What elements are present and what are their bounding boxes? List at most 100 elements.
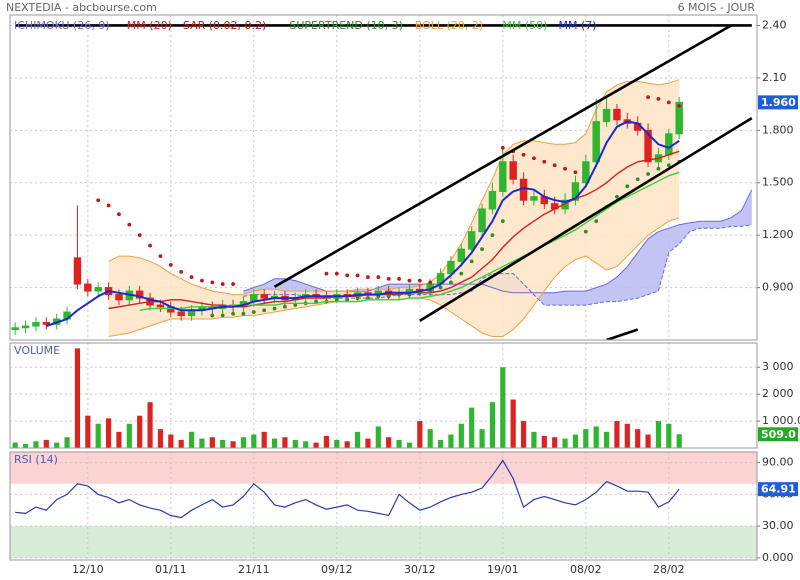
volume-bar <box>43 439 49 448</box>
panel <box>10 452 757 560</box>
indicator-dot <box>210 280 215 285</box>
indicator-dot <box>635 177 640 182</box>
panel <box>10 15 757 340</box>
candle-body <box>665 133 673 156</box>
volume-bar <box>386 437 392 448</box>
volume-bar <box>593 426 599 448</box>
indicator-dot <box>376 275 381 279</box>
indicator-dot <box>521 152 526 157</box>
volume-bar <box>105 418 112 448</box>
indicator-dot <box>542 159 547 164</box>
indicator-dot <box>241 311 246 316</box>
legend-entry: MM (50) <box>502 19 547 32</box>
panel-title: RSI (14) <box>14 453 58 466</box>
candle-body <box>457 248 466 262</box>
volume-bar <box>666 423 672 448</box>
y-tick-label: 1.200 <box>762 228 794 241</box>
volume-bar <box>541 435 547 448</box>
candle-body <box>32 322 40 327</box>
indicator-dot <box>666 163 671 168</box>
volume-bar <box>375 426 381 448</box>
current-value-box <box>758 427 798 442</box>
candle-body <box>478 208 486 233</box>
y-tick-label: 1.800 <box>762 123 794 136</box>
indicator-dot <box>345 297 350 302</box>
candle-body <box>42 322 51 325</box>
volume-bar <box>199 438 205 448</box>
y-tick-label: 0.900 <box>762 281 794 294</box>
indicator-dot <box>397 276 401 281</box>
indicator-dot <box>251 310 256 314</box>
candle-body <box>94 287 102 292</box>
panel-frame <box>9 14 758 341</box>
indicator-dot <box>417 278 422 283</box>
volume-bar <box>520 421 527 448</box>
indicator-dot <box>334 297 339 302</box>
x-tick-label: 12/10 <box>72 563 104 576</box>
moving-average <box>108 150 680 310</box>
volume-bar <box>458 423 464 448</box>
indicator-dot <box>552 163 557 168</box>
indicator-dot <box>532 156 536 161</box>
volume-bar <box>427 429 433 448</box>
volume-bar <box>292 439 298 448</box>
y-tick-label: 2.40 <box>762 18 787 31</box>
x-tick-label: 28/02 <box>653 563 685 576</box>
indicator-dot <box>96 198 101 203</box>
volume-bar <box>479 429 485 448</box>
band-fill <box>108 79 680 337</box>
candle-body <box>592 121 600 163</box>
indicator-dot <box>386 294 391 299</box>
candle-body <box>488 190 497 210</box>
trendline <box>606 328 639 340</box>
volume-bar <box>562 438 568 448</box>
candle-body <box>644 129 652 163</box>
indicator-dot <box>262 308 267 313</box>
indicator-dot <box>210 313 215 318</box>
volume-bar <box>271 438 278 448</box>
candle-body <box>21 325 30 329</box>
volume-bar <box>85 415 91 448</box>
candle-body <box>467 231 476 250</box>
y-tick-label: 2.10 <box>762 71 787 84</box>
volume-bar <box>365 438 371 448</box>
candle-body <box>571 182 580 201</box>
x-tick-label: 01/11 <box>155 563 187 576</box>
legend-entry: MM (7) <box>559 19 597 32</box>
volume-bar <box>603 431 610 448</box>
indicator-dot <box>459 271 464 276</box>
indicator-dot <box>594 219 599 224</box>
current-value-label: 509.0 <box>761 428 796 441</box>
indicator-dot <box>646 172 650 176</box>
volume-bar <box>64 437 70 448</box>
volume-bar <box>676 434 682 448</box>
indicator-dot <box>563 166 567 171</box>
chart-title: NEXTEDIA - abcbourse.com <box>6 1 157 14</box>
volume-bar <box>74 348 81 448</box>
candle-body <box>582 161 590 184</box>
x-tick-label: 19/01 <box>487 563 519 576</box>
indicator-dot <box>231 311 235 316</box>
legend-entry: SUPERTREND (10, 3) <box>289 19 403 32</box>
volume-bar <box>12 442 18 448</box>
x-tick-label: 08/02 <box>570 563 602 576</box>
volume-bar <box>344 441 350 448</box>
indicator-dot <box>500 219 505 224</box>
indicator-dot <box>615 194 619 199</box>
volume-bar <box>116 431 122 448</box>
trendline <box>273 24 732 288</box>
indicator-dot <box>646 95 650 100</box>
indicator-dot <box>283 304 287 309</box>
indicator-dot <box>179 269 184 274</box>
volume-bar <box>313 442 319 448</box>
volume-bar <box>583 429 589 448</box>
indicator-dot <box>625 184 630 189</box>
indicator-dot <box>127 222 132 227</box>
volume-bar <box>417 421 423 448</box>
volume-bar <box>209 437 215 448</box>
y-tick-label: 1 000.0 <box>762 414 800 427</box>
indicator-dot <box>407 278 412 283</box>
candle-body <box>499 161 507 192</box>
volume-bar <box>510 399 516 448</box>
